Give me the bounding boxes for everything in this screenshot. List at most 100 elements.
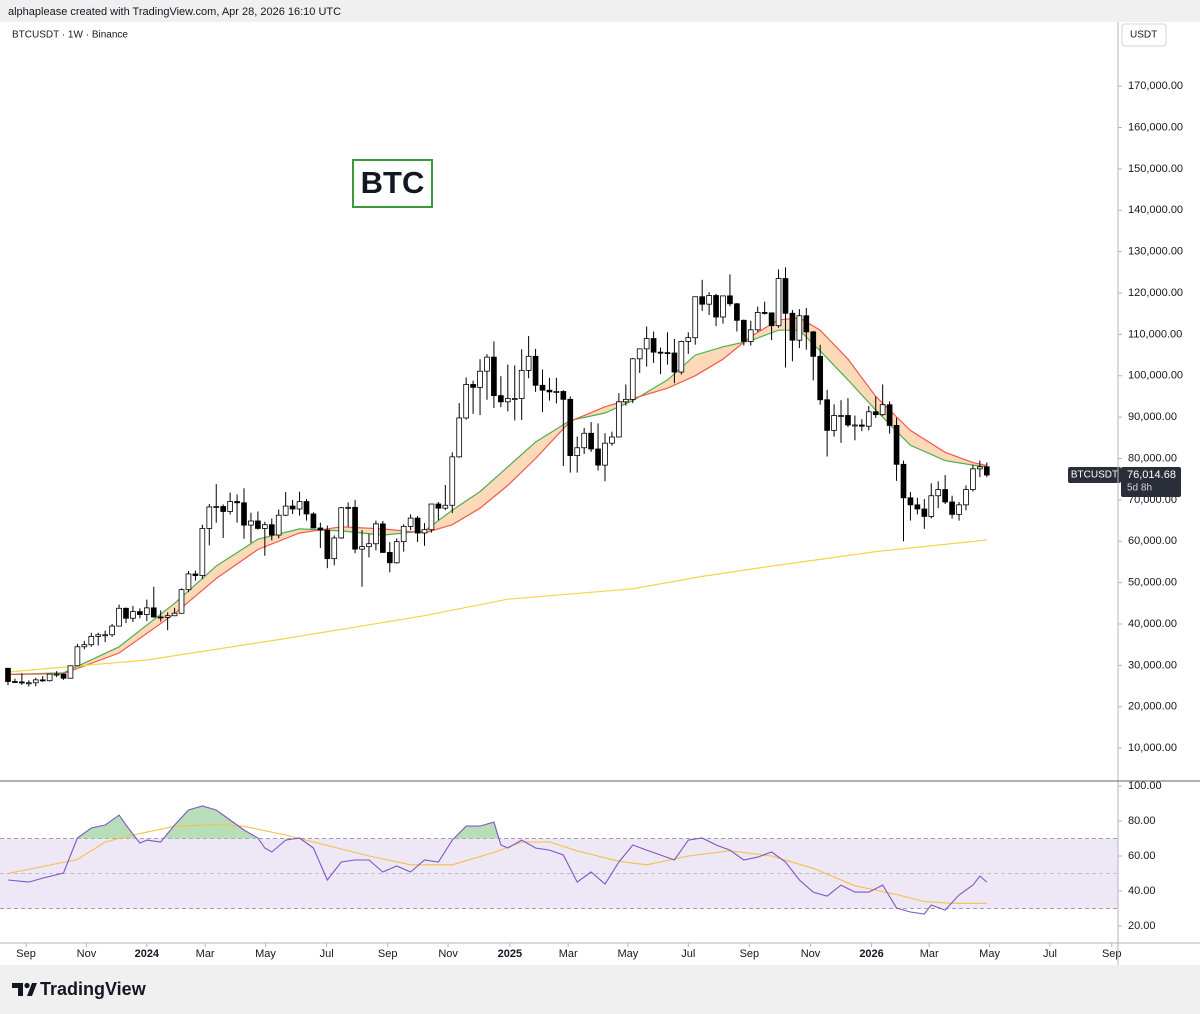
y-tick-label: 60,000.00 — [1128, 535, 1177, 547]
candle-body — [734, 303, 740, 321]
candle-body — [553, 391, 560, 393]
candle-body — [546, 389, 553, 393]
candle-body — [227, 501, 233, 512]
footer-bar — [0, 965, 1200, 1014]
y-tick-label: 130,000.00 — [1128, 246, 1183, 258]
y-tick-label: 80,000.00 — [1128, 452, 1177, 464]
candle-body — [46, 673, 53, 682]
candle-body — [498, 395, 504, 403]
y-tick-label: 20.00 — [1128, 920, 1156, 932]
x-tick-label: Sep — [1102, 948, 1122, 960]
candle-body — [692, 296, 699, 339]
candle-body — [268, 524, 275, 536]
x-tick-label: 2026 — [859, 948, 883, 960]
candle-body — [359, 546, 365, 550]
last-price-symbol-box — [1068, 467, 1121, 484]
candle-body — [289, 505, 296, 510]
candle-body — [303, 501, 310, 515]
y-tick-label: 100,000.00 — [1128, 370, 1183, 382]
x-tick-label: Sep — [16, 948, 36, 960]
credit: alphaplease created with TradingView.com… — [8, 6, 341, 18]
candle-body — [435, 503, 442, 509]
x-tick-label: Jul — [681, 948, 695, 960]
candle-body — [650, 338, 657, 353]
candle-body — [956, 504, 962, 515]
candle-body — [914, 504, 921, 510]
x-tick-label: Sep — [378, 948, 398, 960]
candle-body — [137, 611, 143, 615]
candle-body — [456, 417, 463, 458]
x-tick-label: May — [618, 948, 639, 960]
candle-body — [622, 398, 629, 403]
candle-body — [810, 331, 817, 357]
candle-body — [338, 507, 345, 539]
candle-body — [775, 278, 782, 327]
y-tick-label: 80.00 — [1128, 815, 1156, 827]
candle-body — [789, 312, 796, 341]
candle-body — [60, 673, 67, 679]
candle-body — [95, 634, 102, 637]
candle-body — [282, 505, 289, 516]
x-tick-label: Nov — [801, 948, 821, 960]
symbol-info: BTCUSDT · 1W · Binance — [12, 30, 128, 41]
candle-body — [150, 607, 157, 618]
currency: USDT — [1130, 30, 1157, 41]
candle-body — [81, 644, 88, 648]
candle-body — [539, 384, 546, 391]
candle-body — [220, 506, 227, 512]
candle-body — [747, 329, 754, 342]
candle-body — [983, 466, 990, 476]
logo — [12, 982, 37, 996]
candle-body — [872, 411, 879, 416]
candle-body — [824, 399, 830, 431]
candle-body — [234, 501, 240, 504]
candle-body — [421, 529, 428, 534]
candle-body — [109, 625, 115, 636]
candle-body — [310, 513, 317, 529]
candle-body — [102, 634, 109, 637]
candle-body — [442, 504, 449, 509]
header-bar — [0, 0, 1200, 22]
x-tick-label: Mar — [559, 948, 578, 960]
candle-body — [317, 527, 324, 531]
x-tick-label: Mar — [920, 948, 939, 960]
candle-body — [449, 456, 456, 506]
candle-body — [720, 295, 726, 318]
candle-body — [373, 523, 379, 545]
x-tick-label: 2025 — [498, 948, 522, 960]
candle-body — [879, 404, 886, 416]
candle-body — [199, 528, 206, 577]
candle-body — [518, 369, 525, 399]
price-pane — [5, 267, 990, 687]
candle-body — [574, 447, 581, 457]
candle-body — [581, 432, 587, 449]
candle-body — [116, 607, 122, 627]
ma-line — [7, 539, 987, 673]
candle-body — [32, 679, 39, 684]
y-tick-label: 150,000.00 — [1128, 163, 1183, 175]
candle-body — [817, 355, 824, 401]
candle-body — [296, 501, 303, 510]
candle-body — [400, 525, 407, 543]
rsi-band — [0, 838, 1118, 909]
candle-body — [255, 520, 261, 529]
candle-body — [761, 312, 768, 314]
candle-body — [838, 415, 844, 417]
candle-body — [491, 356, 497, 397]
candle-body — [907, 497, 914, 506]
candle-body — [511, 398, 518, 400]
candle-body — [803, 315, 810, 333]
candle-body — [414, 517, 421, 534]
candle-body — [768, 312, 775, 327]
candle-body — [74, 646, 81, 667]
candle-body — [192, 573, 199, 577]
candle-body — [893, 425, 900, 465]
ma-line — [7, 329, 987, 676]
last-price-box — [1121, 467, 1181, 498]
candle-body — [470, 384, 476, 388]
candle-body — [393, 541, 400, 564]
y-tick-label: 140,000.00 — [1128, 204, 1183, 216]
x-tick-label: May — [979, 948, 1000, 960]
candle-body — [865, 411, 872, 427]
